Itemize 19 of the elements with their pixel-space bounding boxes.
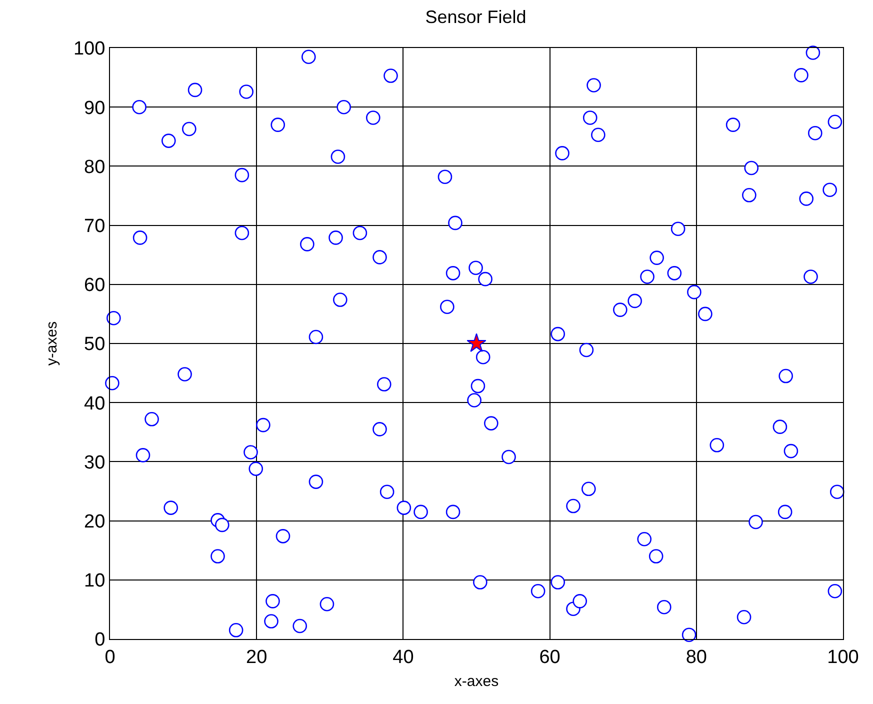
chart-title: Sensor Field (425, 7, 526, 28)
y-tick-label: 100 (73, 38, 106, 60)
y-tick-label: 40 (84, 393, 106, 414)
y-tick-label: 20 (84, 511, 106, 532)
x-tick-label: 60 (539, 646, 560, 668)
y-tick-label: 90 (84, 98, 106, 119)
y-tick-label: 30 (84, 452, 106, 474)
y-tick-label: 50 (84, 334, 106, 356)
y-tick-label: 60 (84, 275, 106, 296)
x-axis-title: x-axes (454, 672, 499, 690)
x-tick-label: 100 (827, 646, 859, 668)
y-tick-label: 80 (84, 156, 106, 178)
y-tick-label: 0 (94, 630, 106, 651)
y-tick-label: 10 (84, 570, 106, 592)
x-tick-label: 40 (392, 646, 414, 668)
y-axis-title: y-axes (44, 321, 61, 366)
x-tick-label: 80 (686, 646, 707, 668)
x-tick-label: 20 (246, 646, 268, 668)
y-tick-label: 70 (84, 216, 106, 237)
